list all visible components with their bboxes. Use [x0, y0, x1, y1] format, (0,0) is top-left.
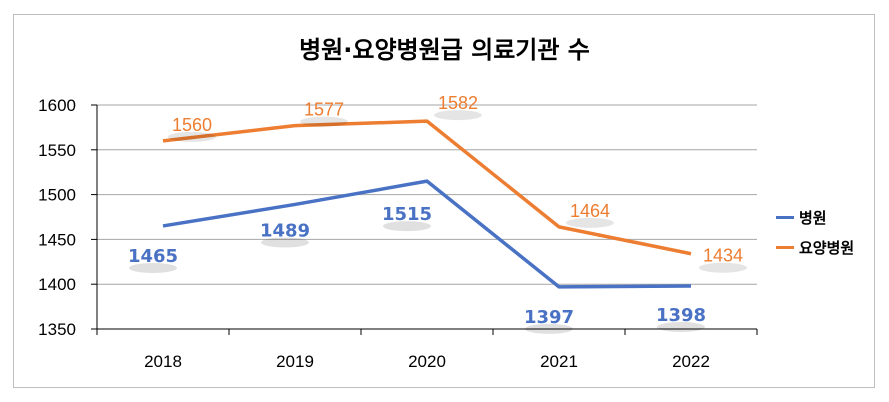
legend-label-nursing: 요양병원 [799, 238, 855, 257]
x-tick-label: 2021 [540, 352, 578, 371]
legend-swatch-hospital [776, 215, 794, 219]
data-label-nursing: 1434 [703, 246, 743, 266]
x-tick-label: 2022 [672, 352, 710, 371]
legend-swatch-nursing [776, 245, 794, 249]
legend-item-nursing: 요양병원 [776, 232, 854, 262]
x-tick-label: 2019 [276, 352, 314, 371]
data-label-nursing: 1560 [172, 115, 212, 135]
y-tick-label: 1450 [38, 230, 76, 249]
data-label-shadow-hospital [657, 321, 705, 332]
y-tick-label: 1500 [38, 186, 76, 205]
data-label-nursing: 1582 [438, 93, 478, 113]
data-label-hospital: 1465 [128, 246, 178, 267]
data-label-hospital: 1397 [524, 307, 574, 328]
legend-label-hospital: 병원 [799, 208, 827, 227]
y-tick-label: 1350 [38, 320, 76, 339]
data-label-hospital: 1489 [260, 220, 310, 241]
data-label-shadow-nursing [300, 116, 348, 127]
x-tick-label: 2020 [408, 352, 446, 371]
data-label-shadow-nursing [168, 131, 216, 142]
chart-title: 병원·요양병원급 의료기관 수 [299, 36, 590, 64]
data-label-hospital: 1398 [656, 305, 706, 326]
data-label-nursing: 1577 [304, 100, 344, 120]
data-label-hospital: 1515 [382, 204, 432, 225]
data-label-shadow-hospital [261, 237, 309, 248]
x-tick-label: 2018 [144, 352, 182, 371]
series-line-hospital [162, 179, 692, 289]
legend-item-hospital: 병원 [776, 202, 854, 232]
y-tick-label: 1550 [38, 141, 76, 160]
y-tick-label: 1400 [38, 275, 76, 294]
y-tick-label: 1600 [38, 96, 76, 115]
data-label-shadow-nursing [434, 110, 482, 121]
data-label-shadow-nursing [699, 262, 747, 273]
data-label-shadow-hospital [383, 221, 431, 232]
data-label-shadow-nursing [566, 217, 614, 228]
data-label-nursing: 1464 [570, 201, 610, 221]
data-label-shadow-hospital [525, 323, 573, 334]
chart-frame [13, 14, 875, 388]
legend: 병원 요양병원 [776, 202, 854, 262]
series-line-nursing [162, 119, 692, 256]
data-label-shadow-hospital [129, 262, 177, 273]
